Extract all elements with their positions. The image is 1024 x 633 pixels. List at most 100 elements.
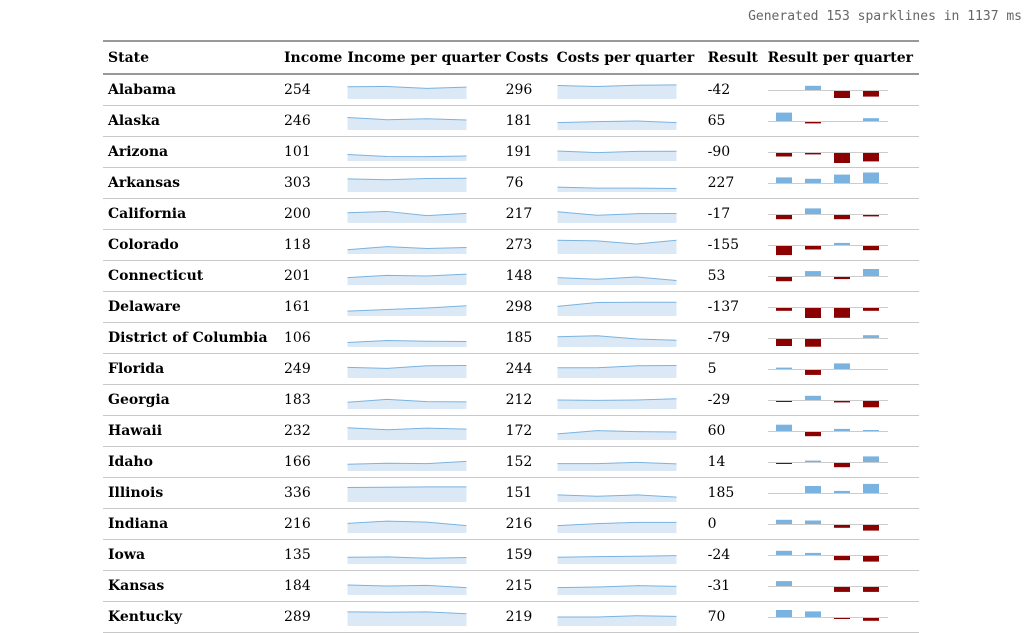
- result-per-quarter-sparkline: [767, 307, 888, 318]
- costs-cell: 185: [500, 322, 552, 354]
- result-per-quarter-cell: [762, 291, 919, 323]
- result-quarter-bar: [833, 401, 850, 403]
- sparkline-area: [557, 365, 677, 378]
- result-per-quarter-cell: [762, 260, 919, 292]
- costs-per-quarter-sparkline: [557, 615, 677, 626]
- result-quarter-bar: [862, 215, 879, 217]
- sparkline-area: [347, 274, 467, 285]
- sparkline-line: [557, 555, 677, 558]
- result-cell: -137: [702, 291, 763, 323]
- income-per-quarter-sparkline: [347, 154, 467, 161]
- income-cell: 232: [279, 415, 343, 447]
- sparkline-area: [347, 611, 467, 626]
- result-quarter-bar: [833, 587, 850, 592]
- result-per-quarter-sparkline: [767, 208, 888, 220]
- sparkline-line: [557, 494, 677, 498]
- result-per-quarter-sparkline: [767, 172, 888, 184]
- income-per-quarter-cell: [342, 570, 501, 602]
- income-per-quarter-sparkline: [347, 584, 467, 595]
- costs-per-quarter-sparkline: [557, 186, 677, 192]
- result-quarter-bar: [833, 490, 850, 493]
- income-per-quarter-cell: [342, 508, 501, 540]
- income-per-quarter-cell: [342, 384, 501, 416]
- result-per-quarter-cell: [762, 415, 919, 447]
- costs-cell: 273: [500, 229, 552, 261]
- income-per-quarter-sparkline: [347, 340, 467, 347]
- result-per-quarter-sparkline: [767, 242, 888, 256]
- result-quarter-bar: [804, 611, 821, 617]
- result-quarter-bar: [804, 208, 821, 214]
- costs-per-quarter-cell: [551, 229, 703, 261]
- result-per-quarter-cell: [762, 105, 919, 137]
- result-quarter-bar: [833, 174, 850, 183]
- result-per-quarter-cell: [762, 570, 919, 602]
- sparkline-area: [557, 494, 677, 502]
- result-cell: -29: [702, 384, 763, 416]
- sparkline-line: [347, 364, 467, 369]
- costs-per-quarter-sparkline: [557, 398, 677, 409]
- result-quarter-bar: [804, 85, 821, 90]
- sparkline-line: [347, 398, 467, 403]
- result-quarter-bar: [804, 271, 821, 276]
- result-per-quarter-sparkline: [767, 519, 888, 531]
- result-quarter-bar: [775, 215, 792, 220]
- costs-cell: 172: [500, 415, 552, 447]
- costs-per-quarter-sparkline: [557, 276, 677, 285]
- result-quarter-bar: [833, 91, 850, 98]
- costs-per-quarter-sparkline: [557, 494, 677, 502]
- result-quarter-bar: [804, 122, 821, 124]
- result-per-quarter-sparkline: [767, 610, 888, 621]
- costs-per-quarter-sparkline: [557, 211, 677, 223]
- result-per-quarter-sparkline: [767, 335, 888, 347]
- income-cell: 101: [279, 136, 343, 168]
- state-name-cell: Connecticut: [103, 260, 279, 292]
- income-per-quarter-cell: [342, 446, 501, 478]
- result-quarter-bar: [862, 153, 879, 162]
- result-quarter-bar: [804, 308, 821, 318]
- costs-cell: 152: [500, 446, 552, 478]
- result-quarter-bar: [804, 246, 821, 250]
- result-quarter-bar: [775, 367, 792, 369]
- costs-per-quarter-sparkline: [557, 585, 677, 595]
- income-per-quarter-cell: [342, 167, 501, 199]
- income-per-quarter-cell: [342, 477, 501, 509]
- income-per-quarter-sparkline: [347, 210, 467, 223]
- income-per-quarter-sparkline: [347, 486, 467, 502]
- result-quarter-bar: [804, 432, 821, 437]
- table-row: Hawaii 232 172 60: [103, 415, 919, 447]
- income-per-quarter-sparkline: [347, 556, 467, 564]
- state-name-cell: Idaho: [103, 446, 279, 478]
- sparkline-line: [557, 276, 677, 281]
- sparkline-line: [557, 615, 677, 618]
- result-quarter-bar: [833, 153, 850, 163]
- result-quarter-bar: [862, 246, 879, 251]
- costs-per-quarter-sparkline: [557, 239, 677, 254]
- result-quarter-bar: [775, 277, 792, 282]
- sparkline-line: [557, 521, 677, 527]
- income-per-quarter-cell: [342, 415, 501, 447]
- costs-per-quarter-sparkline: [557, 521, 677, 533]
- result-quarter-bar: [775, 519, 792, 524]
- sparkline-line: [347, 246, 467, 251]
- result-cell: 227: [702, 167, 763, 199]
- costs-per-quarter-sparkline: [557, 555, 677, 564]
- costs-cell: 215: [500, 570, 552, 602]
- income-cell: 161: [279, 291, 343, 323]
- costs-cell: 191: [500, 136, 552, 168]
- result-cell: -31: [702, 570, 763, 602]
- result-per-quarter-sparkline: [767, 424, 888, 437]
- result-quarter-bar: [862, 456, 879, 462]
- table-row: Georgia 183 212 -29: [103, 384, 919, 416]
- sparkline-area: [557, 335, 677, 347]
- income-cell: 184: [279, 570, 343, 602]
- sparkline-line: [347, 154, 467, 158]
- result-quarter-bar: [775, 246, 792, 256]
- income-per-quarter-cell: [342, 198, 501, 230]
- result-quarter-bar: [804, 153, 821, 155]
- sparkline-line: [347, 85, 467, 89]
- costs-per-quarter-cell: [551, 136, 703, 168]
- income-per-quarter-cell: [342, 291, 501, 323]
- state-name-cell: Georgia: [103, 384, 279, 416]
- sparkline-area: [347, 86, 467, 99]
- result-per-quarter-cell: [762, 167, 919, 199]
